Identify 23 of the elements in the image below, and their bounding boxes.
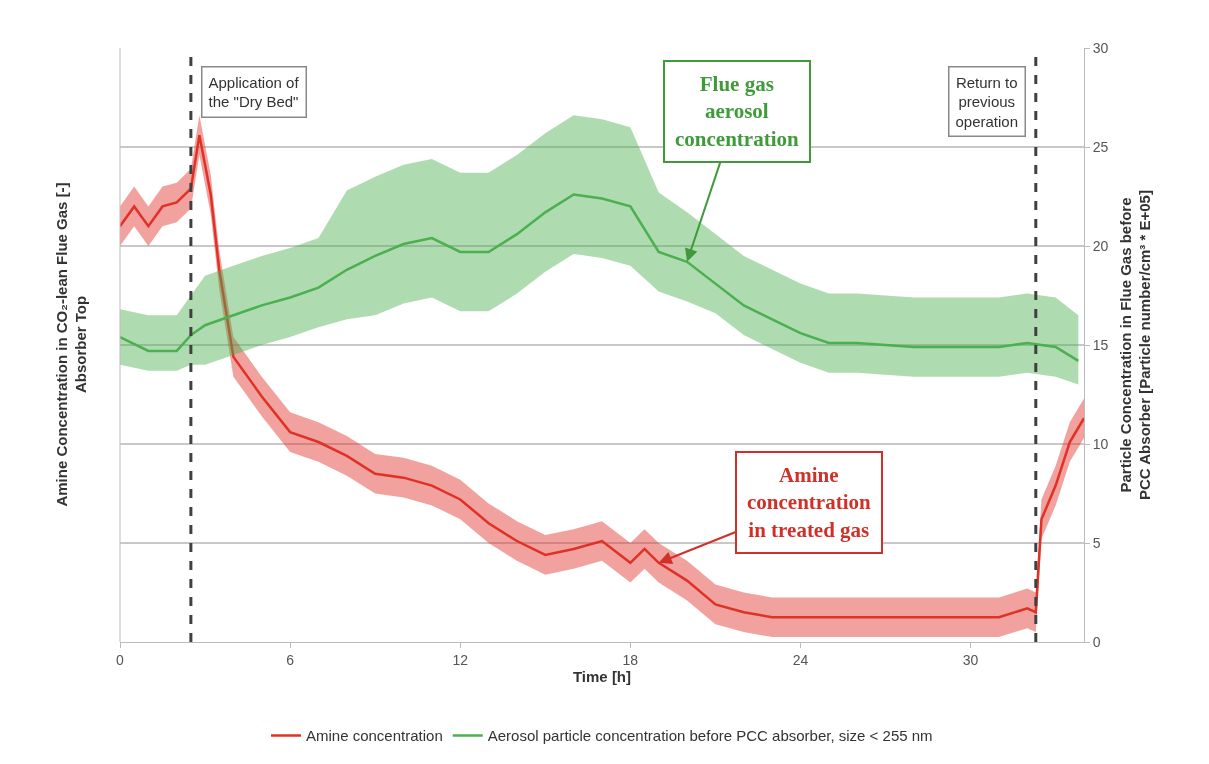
x-tick-label: 6 xyxy=(286,651,295,668)
y-axis-title: Amine Concentration in CO₂-lean Flue Gas [-] Absorber Top xyxy=(52,182,90,507)
y-tick-label: 30 xyxy=(1092,39,1109,56)
y-tick-label: 10 xyxy=(1092,435,1109,452)
annotation: Flue gas aerosol concentration xyxy=(675,72,799,151)
y-tick-label: 25 xyxy=(1092,138,1109,155)
y-tick-label: 15 xyxy=(1092,336,1109,353)
legend-label: Amine concentration xyxy=(306,727,443,745)
x-tick-label: 12 xyxy=(452,651,469,668)
x-tick-label: 18 xyxy=(622,651,639,668)
x-axis-title: Time [h] xyxy=(572,667,632,685)
x-tick-label: 24 xyxy=(792,651,809,668)
annotation: Amine concentration in treated gas xyxy=(747,463,871,542)
y-tick-label: 0 xyxy=(1092,633,1101,650)
y-tick-label: 20 xyxy=(1092,237,1109,254)
y2-axis-title: Particle Concentration in Flue Gas before PCC Absorber [Particle number/cm³ * E+05] xyxy=(1116,190,1154,500)
x-tick-label: 30 xyxy=(962,651,979,668)
ref-line-label: Application of the "Dry Bed" xyxy=(208,73,300,110)
x-tick-label: 0 xyxy=(116,651,125,668)
y-tick-label: 5 xyxy=(1092,534,1101,551)
legend-label: Aerosol particle concentration before PCC absorber, size < 255 nm xyxy=(487,727,933,745)
ref-line-label: Return to previous operation xyxy=(955,73,1019,130)
line-series xyxy=(120,193,1080,363)
